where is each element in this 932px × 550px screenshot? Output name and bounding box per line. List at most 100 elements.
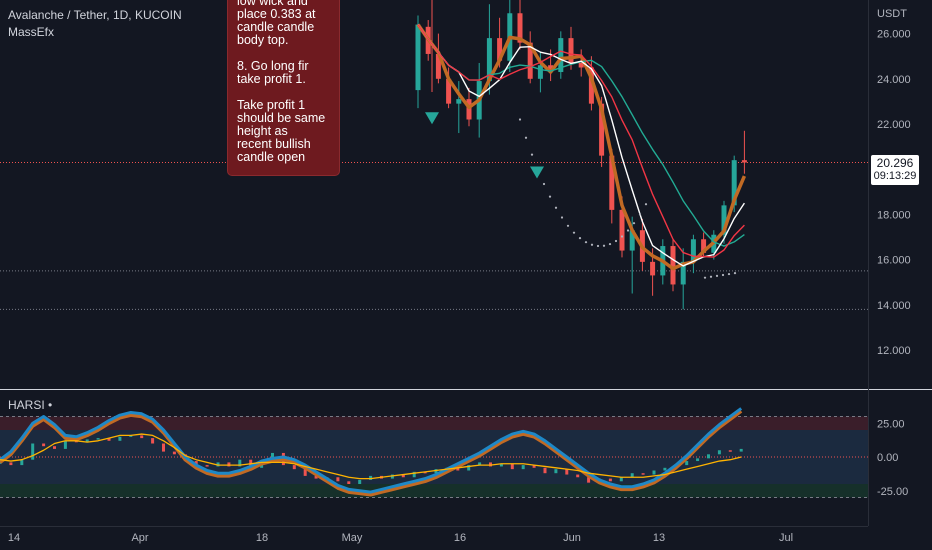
- harsi-candle: [216, 462, 220, 467]
- harsi-candle: [42, 443, 46, 447]
- price-tick-label: 18.000: [877, 209, 911, 221]
- trend-dot: [566, 224, 570, 227]
- white-ma-line: [417, 24, 745, 267]
- trend-dot: [632, 222, 636, 225]
- candle-body: [568, 38, 574, 63]
- candle-body: [456, 99, 462, 104]
- time-axis-label: Jun: [563, 532, 581, 544]
- harsi-candle: [489, 462, 492, 467]
- time-axis-label: Apr: [131, 532, 148, 544]
- trend-dot: [542, 182, 546, 186]
- trend-dot: [530, 153, 534, 156]
- harsi-candle: [717, 450, 721, 455]
- oversold-band: [0, 484, 868, 498]
- harsi-candle: [499, 463, 503, 467]
- trend-dot: [590, 243, 594, 246]
- trend-dot: [733, 272, 737, 275]
- price-tick-label: 26.000: [877, 29, 911, 41]
- candle-body: [731, 160, 737, 206]
- harsi-candle: [663, 467, 667, 471]
- candle-body: [741, 160, 747, 163]
- harsi-candle: [227, 462, 231, 467]
- harsi-candle: [467, 465, 471, 471]
- candle-body: [629, 230, 635, 251]
- harsi-tick-label: 0.00: [877, 452, 898, 464]
- trend-dot: [703, 276, 707, 279]
- candle-body: [650, 261, 656, 276]
- trend-dot: [709, 275, 713, 278]
- harsi-candle: [576, 474, 580, 478]
- harsi-pane-legend[interactable]: HARSI •: [8, 398, 53, 412]
- harsi-candle: [521, 465, 525, 470]
- candle-body: [599, 103, 605, 156]
- harsi-stoch-signal-line: [0, 409, 743, 497]
- red-ma-line: [417, 24, 745, 258]
- harsi-candle: [172, 451, 176, 455]
- candle-body: [680, 261, 686, 285]
- annotation-callout[interactable]: low wick and place 0.383 at candle candl…: [227, 0, 340, 176]
- candle-body: [588, 67, 594, 104]
- candle-body: [690, 239, 696, 262]
- candle-body: [558, 38, 564, 73]
- last-price-value: 20.296: [876, 156, 914, 170]
- currency-label: USDT: [877, 8, 907, 20]
- harsi-candle: [205, 465, 209, 467]
- harsi-candle: [85, 439, 89, 443]
- harsi-candle: [532, 465, 536, 468]
- trend-dot: [620, 235, 624, 238]
- candle-body: [527, 42, 533, 79]
- annotation-text-2: 8. Go long fir take profit 1.: [237, 59, 309, 86]
- harsi-candle: [118, 436, 122, 441]
- trend-dot: [626, 229, 630, 232]
- candle-body: [578, 62, 584, 68]
- harsi-candle: [20, 459, 24, 466]
- candle-body: [435, 53, 441, 79]
- trend-dot: [518, 118, 522, 121]
- harsi-candle: [707, 454, 710, 459]
- candle-body: [517, 13, 523, 43]
- overbought-band: [0, 416, 868, 430]
- price-tick-label: 22.000: [877, 119, 911, 131]
- candle-body: [446, 78, 452, 104]
- trend-dot: [584, 241, 588, 244]
- trend-dot: [560, 216, 564, 219]
- harsi-candle: [641, 473, 645, 475]
- signal-triangle-icon: [530, 166, 544, 179]
- candle-body: [486, 38, 492, 82]
- price-tick-label: 14.000: [877, 300, 911, 312]
- signal-triangle-icon: [425, 112, 439, 125]
- symbol-legend[interactable]: Avalanche / Tether, 1D, KUCOIN: [8, 8, 182, 22]
- harsi-candle: [9, 462, 13, 466]
- harsi-candle: [162, 443, 165, 452]
- harsi-candle: [554, 469, 558, 474]
- harsi-candle: [347, 481, 351, 484]
- candle-body: [497, 38, 503, 61]
- candle-body: [466, 99, 472, 120]
- trend-dot: [608, 242, 612, 246]
- harsi-candle: [685, 461, 689, 466]
- harsi-candle: [412, 471, 416, 478]
- trend-dot: [614, 239, 618, 243]
- harsi-candle: [390, 474, 394, 479]
- harsi-candle: [652, 470, 656, 475]
- harsi-candle: [565, 469, 569, 475]
- price-tick-label: 24.000: [877, 74, 911, 86]
- harsi-candle: [31, 443, 35, 460]
- time-axis-label: Jul: [779, 532, 793, 544]
- trend-dot: [524, 136, 528, 139]
- price-tick-label: 12.000: [877, 345, 911, 357]
- harsi-candle: [423, 471, 427, 474]
- indicator-legend[interactable]: MassEfx: [8, 25, 55, 39]
- trend-dot: [554, 206, 558, 209]
- last-price-tag: 20.296 09:13:29: [871, 155, 919, 185]
- annotation-text-1: low wick and place 0.383 at candle candl…: [237, 0, 316, 47]
- harsi-candle: [140, 435, 144, 439]
- trend-dot: [638, 213, 642, 216]
- trend-dot: [644, 203, 648, 206]
- candle-body: [670, 246, 676, 285]
- trend-dot: [596, 244, 600, 248]
- harsi-candle: [194, 461, 198, 466]
- candle-countdown: 09:13:29: [873, 170, 917, 182]
